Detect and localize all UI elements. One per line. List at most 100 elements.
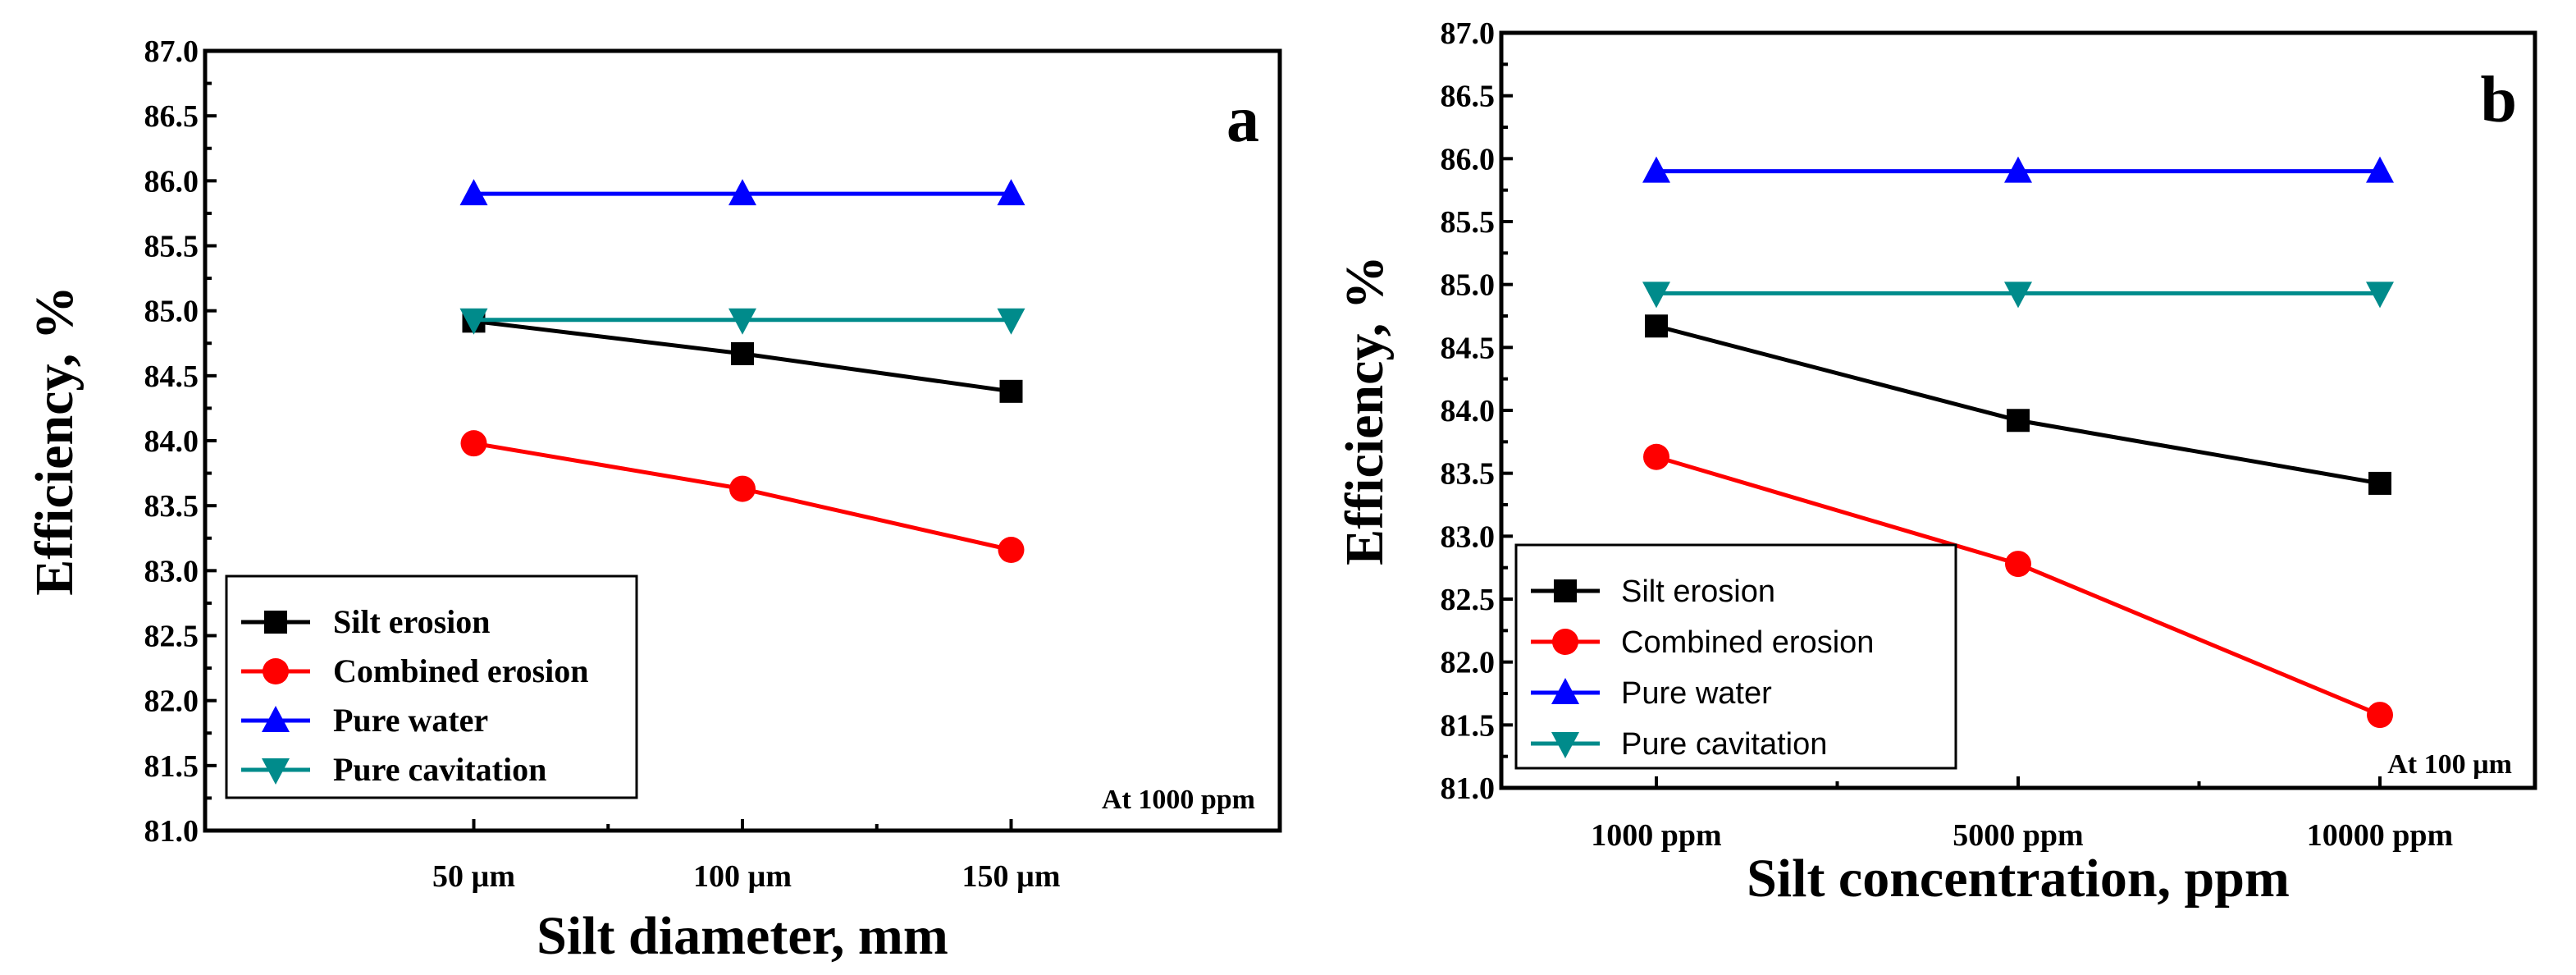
y-tick-label: 84.0 bbox=[1441, 394, 1496, 428]
y-tick-label: 84.0 bbox=[144, 424, 199, 459]
data-point bbox=[997, 308, 1025, 335]
y-tick-label: 85.0 bbox=[1441, 268, 1496, 303]
y-axis-title: Efficiency, % bbox=[1335, 255, 1395, 565]
condition-annotation: At 1000 ppm bbox=[1102, 785, 1255, 815]
panel-letter: a bbox=[1226, 84, 1259, 156]
y-tick-label: 81.0 bbox=[1441, 771, 1496, 806]
x-axis-title: Silt concentration, ppm bbox=[1747, 849, 2290, 909]
x-tick-label: 5000 ppm bbox=[1953, 818, 2083, 853]
data-point bbox=[731, 341, 754, 365]
legend-label: Silt erosion bbox=[333, 603, 491, 640]
data-point bbox=[459, 179, 488, 206]
chart-panel-a: 81.0 81.5 82.0 82.5 83.0 83.5 84.0 84.5 85.0 85.5… bbox=[25, 34, 1282, 966]
y-tick-label: 87.0 bbox=[144, 34, 199, 69]
series-pure-cavitation bbox=[1642, 282, 2394, 309]
data-point bbox=[2004, 282, 2032, 309]
legend: Silt erosion Combined erosion Pure water Pu… bbox=[1514, 543, 1957, 770]
legend-marker bbox=[1551, 678, 1579, 704]
legend-marker bbox=[262, 706, 290, 732]
data-point bbox=[1642, 282, 1670, 309]
legend-entry: Silt erosion bbox=[241, 603, 491, 640]
data-point bbox=[998, 537, 1025, 563]
series-silt-erosion bbox=[1645, 314, 2391, 495]
legend-marker bbox=[1552, 629, 1578, 655]
y-tick-label: 81.5 bbox=[1441, 708, 1496, 743]
data-point bbox=[2366, 156, 2394, 183]
panel-letter: b bbox=[2481, 64, 2518, 136]
data-point bbox=[2005, 551, 2031, 578]
legend-label: Pure cavitation bbox=[1621, 727, 1827, 762]
y-tick-label: 82.5 bbox=[144, 620, 199, 654]
x-tick-label: 100 µm bbox=[693, 859, 792, 894]
legend-entry: Pure water bbox=[241, 702, 488, 739]
legend-marker bbox=[264, 611, 287, 634]
x-tick-label: 50 µm bbox=[432, 859, 515, 894]
legend-entry: Combined erosion bbox=[1531, 625, 1874, 660]
y-axis-title: Efficiency, % bbox=[25, 286, 84, 596]
y-tick-label: 81.0 bbox=[144, 814, 199, 849]
y-tick-label: 84.5 bbox=[144, 359, 199, 394]
data-point bbox=[728, 308, 756, 335]
series-pure-cavitation bbox=[459, 308, 1025, 335]
y-tick-label: 84.5 bbox=[1441, 331, 1496, 365]
data-point bbox=[460, 430, 487, 457]
legend-label: Combined erosion bbox=[333, 652, 589, 689]
series-combined-erosion bbox=[1643, 443, 2393, 729]
y-tick-label: 85.0 bbox=[144, 295, 199, 329]
series-pure-water bbox=[459, 179, 1025, 206]
y-tick-label: 87.0 bbox=[1441, 16, 1496, 51]
x-tick-label: 150 µm bbox=[961, 859, 1060, 894]
y-tick-label: 83.0 bbox=[144, 554, 199, 588]
chart-panel-b: 81.0 81.5 82.0 82.5 83.0 83.5 84.0 84.5 85.0 85.5… bbox=[1335, 16, 2537, 909]
data-point bbox=[2368, 471, 2391, 495]
y-tick-label: 83.5 bbox=[144, 489, 199, 524]
data-point bbox=[1645, 314, 1668, 338]
y-tick-label: 83.0 bbox=[1441, 520, 1496, 554]
y-tick-label: 81.5 bbox=[144, 749, 199, 784]
legend-box bbox=[225, 574, 638, 799]
x-axis-title: Silt diameter, mm bbox=[537, 906, 948, 966]
legend-entry: Pure water bbox=[1531, 676, 1772, 711]
y-tick-label: 83.5 bbox=[1441, 457, 1496, 492]
data-point bbox=[2366, 282, 2394, 309]
legend-label: Pure water bbox=[1621, 676, 1772, 711]
x-tick-label: 1000 ppm bbox=[1591, 818, 1721, 853]
series-line bbox=[1656, 323, 2381, 486]
y-tick-label: 85.5 bbox=[1441, 205, 1496, 240]
legend-entry: Pure cavitation bbox=[241, 751, 546, 788]
legend-entry: Silt erosion bbox=[1531, 574, 1775, 609]
series-pure-water bbox=[1642, 156, 2394, 183]
legend: Silt erosion Combined erosion Pure water Pu… bbox=[225, 574, 638, 799]
data-point bbox=[2007, 409, 2030, 433]
condition-annotation: At 100 µm bbox=[2387, 749, 2512, 780]
y-tick-label: 82.0 bbox=[144, 684, 199, 719]
data-point bbox=[2367, 702, 2393, 729]
legend-marker bbox=[1551, 732, 1579, 758]
legend-entry: Pure cavitation bbox=[1531, 727, 1827, 762]
data-point bbox=[2004, 156, 2032, 183]
legend-box bbox=[1514, 543, 1957, 770]
legend-label: Pure cavitation bbox=[333, 751, 546, 788]
legend-label: Pure water bbox=[333, 702, 488, 739]
legend-marker bbox=[262, 758, 290, 785]
series-combined-erosion bbox=[460, 430, 1025, 563]
y-tick-label: 85.5 bbox=[144, 230, 199, 264]
legend-marker bbox=[263, 658, 289, 684]
y-tick-label: 82.5 bbox=[1441, 583, 1496, 617]
data-point bbox=[1643, 443, 1669, 470]
data-point bbox=[459, 308, 488, 335]
y-tick-label: 86.5 bbox=[1441, 80, 1496, 114]
legend-entry: Combined erosion bbox=[241, 652, 589, 689]
legend-label: Silt erosion bbox=[1621, 574, 1775, 609]
legend-marker bbox=[1554, 579, 1577, 602]
y-tick-label: 86.0 bbox=[144, 164, 199, 199]
y-tick-label: 86.0 bbox=[1441, 142, 1496, 176]
data-point bbox=[729, 475, 756, 502]
data-point bbox=[728, 179, 756, 206]
x-tick-label: 10000 ppm bbox=[2307, 818, 2453, 853]
legend-label: Combined erosion bbox=[1621, 625, 1874, 660]
data-point bbox=[1642, 156, 1670, 183]
data-point bbox=[997, 179, 1025, 206]
y-tick-label: 86.5 bbox=[144, 99, 199, 134]
